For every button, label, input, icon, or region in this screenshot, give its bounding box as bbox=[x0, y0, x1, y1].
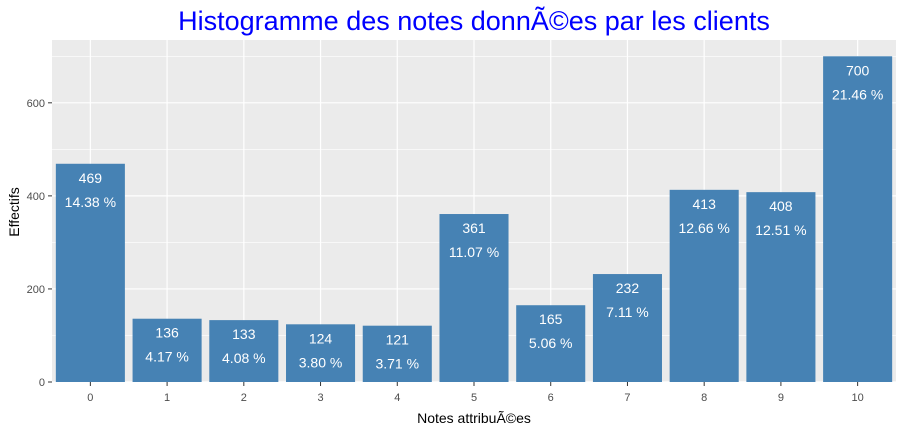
y-tick-label: 0 bbox=[39, 377, 45, 389]
bar-2 bbox=[209, 320, 279, 382]
x-tick-label: 0 bbox=[87, 392, 93, 404]
bar-percent-label: 3.71 % bbox=[375, 356, 419, 372]
bar-5 bbox=[439, 214, 509, 382]
bar-1 bbox=[132, 318, 202, 382]
x-tick-label: 4 bbox=[394, 392, 400, 404]
bar-value-label: 133 bbox=[232, 326, 256, 342]
bar-0 bbox=[55, 163, 125, 382]
bar-labels: 469 14.38 % 136 4.17 % 133 4.08 % 124 3.80 % 121… bbox=[65, 62, 884, 371]
bar-percent-label: 14.38 % bbox=[65, 194, 116, 210]
chart-title: Histogramme des notes donnÃ©es par les c… bbox=[178, 5, 770, 36]
bar-value-label: 413 bbox=[693, 196, 717, 212]
bar-value-label: 165 bbox=[539, 311, 563, 327]
x-tick-label: 2 bbox=[241, 392, 247, 404]
bar-percent-label: 3.80 % bbox=[299, 354, 343, 370]
bar-value-label: 124 bbox=[309, 330, 333, 346]
bar-value-label: 700 bbox=[846, 62, 870, 78]
bar-value-label: 232 bbox=[616, 280, 640, 296]
bar-value-label: 469 bbox=[79, 170, 103, 186]
x-tick-label: 9 bbox=[778, 392, 784, 404]
bar-percent-label: 12.66 % bbox=[678, 220, 729, 236]
bar-8 bbox=[669, 189, 739, 382]
bar-6 bbox=[516, 305, 586, 382]
x-tick-label: 8 bbox=[701, 392, 707, 404]
bar-9 bbox=[746, 192, 816, 382]
y-tick-label: 200 bbox=[27, 284, 45, 296]
x-tick-label: 6 bbox=[548, 392, 554, 404]
bar-percent-label: 5.06 % bbox=[529, 335, 573, 351]
bar-value-label: 136 bbox=[155, 325, 179, 341]
bar-value-label: 121 bbox=[386, 332, 410, 348]
x-tick-label: 5 bbox=[471, 392, 477, 404]
bars bbox=[55, 56, 893, 383]
x-tick-label: 1 bbox=[164, 392, 170, 404]
bar-3 bbox=[286, 324, 356, 382]
bar-percent-label: 11.07 % bbox=[449, 244, 499, 260]
bar-percent-label: 21.46 % bbox=[832, 86, 883, 102]
bar-value-label: 408 bbox=[769, 198, 793, 214]
y-axis: 0 200 400 600 bbox=[27, 98, 52, 389]
x-axis: 0 1 2 3 4 5 6 7 8 9 10 bbox=[87, 382, 864, 404]
bar-percent-label: 12.51 % bbox=[755, 222, 806, 238]
y-tick-label: 400 bbox=[27, 191, 45, 203]
bar-10 bbox=[823, 56, 893, 383]
bar-percent-label: 4.17 % bbox=[145, 349, 189, 365]
y-tick-label: 600 bbox=[27, 98, 45, 110]
x-tick-label: 7 bbox=[624, 392, 630, 404]
bar-value-label: 361 bbox=[462, 220, 486, 236]
x-tick-label: 3 bbox=[317, 392, 323, 404]
bar-percent-label: 7.11 % bbox=[606, 304, 649, 320]
bar-percent-label: 4.08 % bbox=[222, 350, 266, 366]
bar-4 bbox=[362, 325, 432, 382]
y-axis-title: Effectifs bbox=[6, 187, 22, 237]
bar-7 bbox=[592, 274, 662, 382]
x-tick-label: 10 bbox=[852, 392, 864, 404]
x-axis-title: Notes attribuÃ©es bbox=[417, 410, 531, 426]
